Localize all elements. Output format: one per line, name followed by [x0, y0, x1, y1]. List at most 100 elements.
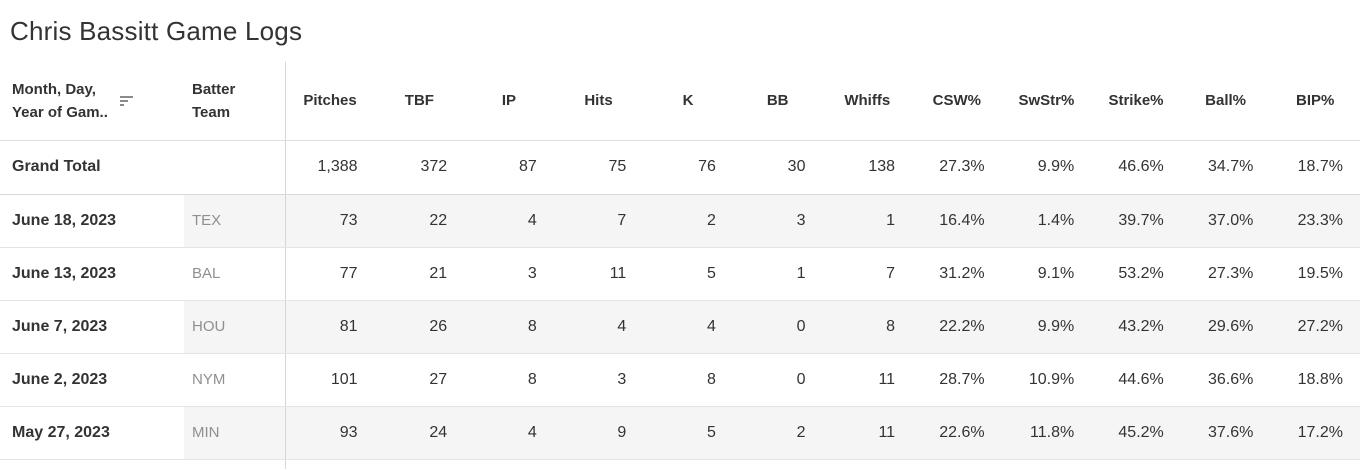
stat-cell[interactable]: 3 — [732, 194, 823, 248]
stat-cell[interactable]: 11 — [553, 247, 644, 301]
batter-team-cell[interactable]: TEX — [184, 194, 285, 248]
stat-cell[interactable]: 8 — [464, 300, 554, 354]
grand-total-stat-cell[interactable]: 18.7% — [1270, 140, 1360, 195]
grand-total-stat-cell[interactable]: 34.7% — [1180, 140, 1271, 195]
batter-team-cell[interactable]: MIN — [184, 406, 285, 460]
stat-cell[interactable]: 7 — [822, 247, 913, 301]
column-header-whiffs[interactable]: Whiffs — [822, 62, 913, 141]
game-date-cell[interactable]: June 13, 2023 — [0, 247, 184, 301]
column-header-csw-pct[interactable]: CSW% — [912, 62, 1002, 141]
stat-cell[interactable]: 1 — [732, 247, 823, 301]
game-date-cell[interactable]: June 7, 2023 — [0, 300, 184, 354]
stat-cell[interactable]: 0 — [732, 353, 823, 407]
batter-team-cell[interactable]: NYM — [184, 353, 285, 407]
stat-cell[interactable]: 9.1% — [1001, 247, 1092, 301]
stat-cell[interactable]: 4 — [643, 300, 733, 354]
stat-cell[interactable]: 31.2% — [912, 247, 1002, 301]
stat-cell[interactable]: 24 — [374, 406, 465, 460]
column-header-swstr-pct[interactable]: SwStr% — [1001, 62, 1092, 141]
stat-cell[interactable]: 53.2% — [1091, 247, 1181, 301]
stat-cell[interactable]: 2 — [643, 194, 733, 248]
stat-cell[interactable]: 7 — [553, 194, 644, 248]
stat-cell[interactable]: 4 — [464, 406, 554, 460]
stat-cell[interactable]: 17.2% — [1270, 406, 1360, 460]
stat-cell[interactable]: 18.8% — [1270, 353, 1360, 407]
stat-cell[interactable]: 81 — [284, 300, 375, 354]
stat-cell[interactable]: 0 — [732, 300, 823, 354]
stat-cell[interactable]: 1 — [822, 194, 913, 248]
column-header-bip-pct[interactable]: BIP% — [1270, 62, 1360, 141]
grand-total-stat-cell[interactable]: 30 — [732, 140, 823, 195]
stat-cell[interactable]: 9 — [553, 406, 644, 460]
batter-team-cell[interactable]: HOU — [184, 300, 285, 354]
stat-cell[interactable]: 8 — [643, 353, 733, 407]
stat-cell[interactable]: 43.2% — [1091, 300, 1181, 354]
stat-cell[interactable]: 5 — [643, 247, 733, 301]
sort-descending-icon[interactable] — [119, 94, 134, 108]
column-header-strike-pct[interactable]: Strike% — [1091, 62, 1181, 141]
grand-total-stat-cell[interactable]: 1,388 — [284, 140, 375, 195]
stat-cell[interactable]: 22.6% — [912, 406, 1002, 460]
stat-cell[interactable]: 1.4% — [1001, 194, 1092, 248]
stat-cell[interactable]: 27.2% — [1270, 300, 1360, 354]
stat-cell[interactable]: 45.2% — [1091, 406, 1181, 460]
game-date-cell[interactable]: June 18, 2023 — [0, 194, 184, 248]
stat-cell[interactable]: 16.4% — [912, 194, 1002, 248]
stat-cell[interactable]: 22 — [374, 194, 465, 248]
stat-cell[interactable]: 27.3% — [1180, 247, 1271, 301]
grand-total-stat-cell[interactable]: 138 — [822, 140, 913, 195]
stat-cell[interactable]: 3 — [553, 353, 644, 407]
stat-cell[interactable]: 26 — [374, 300, 465, 354]
column-header-batter-team[interactable]: Batter Team — [184, 62, 285, 141]
stat-cell[interactable]: 28.7% — [912, 353, 1002, 407]
grand-total-label: Grand Total — [0, 140, 285, 195]
stat-cell[interactable]: 21 — [374, 247, 465, 301]
stat-cell[interactable]: 22.2% — [912, 300, 1002, 354]
stat-cell[interactable]: 19.5% — [1270, 247, 1360, 301]
game-date-cell[interactable]: May 27, 2023 — [0, 406, 184, 460]
grand-total-stat-cell[interactable]: 87 — [464, 140, 554, 195]
stat-cell[interactable]: 37.6% — [1180, 406, 1271, 460]
grand-total-stat-cell[interactable]: 46.6% — [1091, 140, 1181, 195]
column-header-tbf[interactable]: TBF — [374, 62, 465, 141]
stat-cell[interactable]: 44.6% — [1091, 353, 1181, 407]
stat-cell[interactable]: 101 — [284, 353, 375, 407]
stat-cell[interactable]: 8 — [464, 353, 554, 407]
stat-cell[interactable]: 29.6% — [1180, 300, 1271, 354]
game-date-cell[interactable]: June 2, 2023 — [0, 353, 184, 407]
column-header-date[interactable]: Month, Day, Year of Gam.. — [0, 62, 184, 141]
stat-cell[interactable]: 73 — [284, 194, 375, 248]
grand-total-stat-cell[interactable]: 27.3% — [912, 140, 1002, 195]
stat-cell[interactable]: 5 — [643, 406, 733, 460]
column-header-hits[interactable]: Hits — [553, 62, 644, 141]
stat-cell[interactable]: 27 — [374, 353, 465, 407]
stat-cell[interactable]: 93 — [284, 406, 375, 460]
stat-cell[interactable]: 39.7% — [1091, 194, 1181, 248]
column-header-k[interactable]: K — [643, 62, 733, 141]
stat-cell[interactable]: 37.0% — [1180, 194, 1271, 248]
stat-cell[interactable]: 23.3% — [1270, 194, 1360, 248]
column-header-ball-pct[interactable]: Ball% — [1180, 62, 1271, 141]
stat-cell[interactable]: 36.6% — [1180, 353, 1271, 407]
stat-cell[interactable]: 11 — [822, 406, 913, 460]
partial-row-header-cell — [0, 459, 285, 469]
grand-total-stat-cell[interactable]: 9.9% — [1001, 140, 1092, 195]
grand-total-stat-cell[interactable]: 75 — [553, 140, 644, 195]
stat-cell[interactable]: 11.8% — [1001, 406, 1092, 460]
stat-cell[interactable]: 8 — [822, 300, 913, 354]
column-header-ip[interactable]: IP — [464, 62, 554, 141]
column-header-pitches[interactable]: Pitches — [284, 62, 375, 141]
column-header-bb[interactable]: BB — [732, 62, 823, 141]
stat-cell[interactable]: 11 — [822, 353, 913, 407]
grand-total-stat-cell[interactable]: 372 — [374, 140, 465, 195]
stat-cell[interactable]: 2 — [732, 406, 823, 460]
batter-team-cell[interactable]: BAL — [184, 247, 285, 301]
stat-cell[interactable]: 77 — [284, 247, 375, 301]
game-logs-table: Month, Day, Year of Gam.. Batter Team Pi… — [0, 62, 1360, 469]
stat-cell[interactable]: 9.9% — [1001, 300, 1092, 354]
stat-cell[interactable]: 4 — [464, 194, 554, 248]
grand-total-stat-cell[interactable]: 76 — [643, 140, 733, 195]
stat-cell[interactable]: 4 — [553, 300, 644, 354]
stat-cell[interactable]: 3 — [464, 247, 554, 301]
stat-cell[interactable]: 10.9% — [1001, 353, 1092, 407]
